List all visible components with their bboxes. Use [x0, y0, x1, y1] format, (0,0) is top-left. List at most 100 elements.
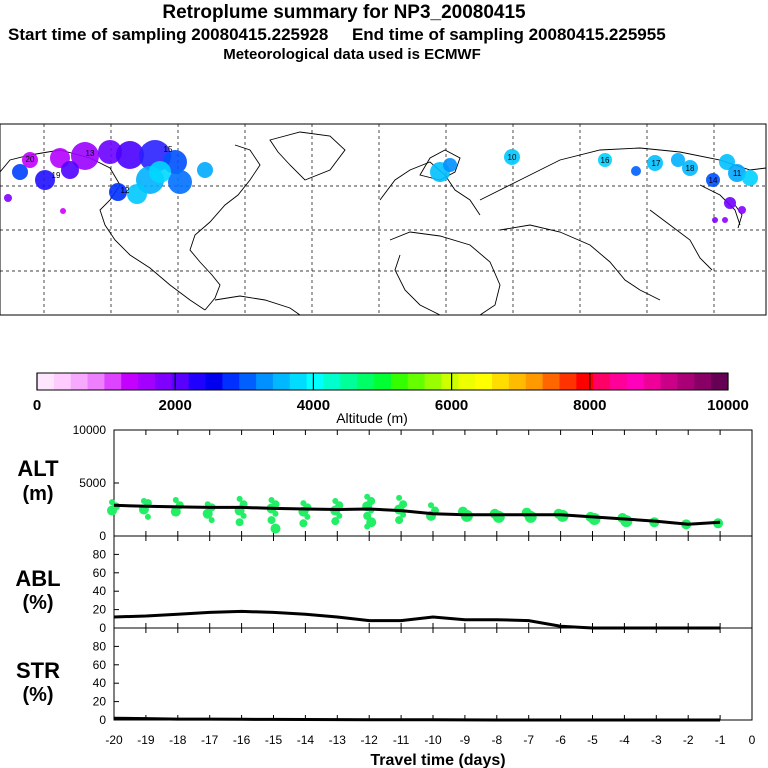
- panel-abl: 80 60 40 20 0 ABL(%): [15, 535, 753, 635]
- colorbar-swatch: [390, 373, 409, 390]
- alt-cluster-point: [235, 518, 244, 527]
- colorbar-swatch: [289, 373, 308, 390]
- map-cluster-label: 17: [652, 159, 661, 168]
- series-line: [113, 609, 721, 630]
- colorbar-swatch: [610, 373, 628, 390]
- y-tick-label: 40: [93, 584, 107, 598]
- map-coastline: [269, 131, 346, 181]
- colorbar-swatch: [340, 373, 358, 390]
- colorbar-swatch: [205, 373, 223, 390]
- map-coastline: [394, 254, 441, 316]
- colorbar-swatch: [576, 373, 594, 390]
- alt-cluster-point: [588, 513, 601, 526]
- colorbar-swatch: [70, 373, 88, 390]
- colorbar-swatch: [441, 373, 459, 390]
- colorbar-swatch: [694, 373, 712, 390]
- altitude-colorbar: 0 2000 4000 6000 8000 10000: [33, 372, 749, 414]
- map-plume-marker: [443, 158, 457, 172]
- colorbar-tick-label: 2000: [159, 397, 192, 414]
- x-tick-label: -1: [715, 733, 726, 747]
- colorbar-swatch: [222, 373, 240, 390]
- y-tick-label: 20: [93, 603, 107, 617]
- colorbar-swatch: [643, 373, 661, 390]
- colorbar-swatch: [559, 373, 577, 390]
- y-tick-label: 0: [99, 529, 106, 543]
- y-tick-label: 80: [93, 639, 107, 653]
- panel-alt: 10000 5000 0 ALT(m): [17, 423, 753, 543]
- panel-unit: (%): [22, 592, 53, 614]
- sampling-time-line: Start time of sampling 20080415.225928 E…: [8, 25, 666, 44]
- plot-title: Retroplume summary for NP3_20080415: [162, 2, 526, 23]
- y-tick-label: 60: [93, 658, 107, 672]
- x-tick-label: -4: [619, 733, 630, 747]
- x-tick-label: -18: [169, 733, 187, 747]
- alt-cluster-point: [336, 512, 343, 519]
- alt-cluster-point: [202, 508, 213, 519]
- map-plume-marker: [724, 197, 736, 209]
- colorbar-swatch: [306, 373, 324, 390]
- alt-cluster-point: [107, 505, 117, 516]
- x-tick-label: -13: [329, 733, 347, 747]
- x-tick-label: -15: [265, 733, 283, 747]
- x-tick-label: -20: [105, 733, 123, 747]
- colorbar-swatch: [492, 373, 510, 390]
- alt-cluster-point: [170, 506, 181, 517]
- colorbar-tick-label: 10000: [707, 397, 749, 414]
- x-tick-label: -7: [523, 733, 534, 747]
- y-tick-label: 60: [93, 566, 107, 580]
- panel-frame: [113, 535, 753, 629]
- colorbar-swatch: [138, 373, 156, 390]
- map-plume-marker: [116, 141, 144, 169]
- map-plume-marker: [738, 206, 746, 214]
- x-tick-label: -5: [587, 733, 598, 747]
- alt-cluster-point: [172, 496, 179, 503]
- alt-cluster-point: [492, 510, 505, 523]
- colorbar-swatch: [542, 373, 560, 390]
- map-plume-marker: [4, 194, 12, 202]
- map-plume-marker: [647, 155, 663, 171]
- colorbar-swatch: [154, 373, 173, 390]
- y-tick-label: 0: [99, 713, 106, 727]
- map-cluster-label: 12: [121, 186, 130, 195]
- map-plume-marker: [22, 152, 38, 168]
- alt-cluster-point: [524, 510, 537, 523]
- map-plume-marker: [682, 160, 698, 176]
- series-line: [113, 716, 721, 722]
- met-data-line: Meteorological data used is ECMWF: [223, 46, 481, 63]
- map-coastline: [649, 209, 713, 271]
- map-cluster-label: 18: [686, 164, 695, 173]
- colorbar-swatch: [407, 373, 426, 390]
- map-coastline: [734, 204, 743, 229]
- map-plume-marker: [598, 153, 612, 167]
- alt-cluster-point: [304, 513, 311, 520]
- map-cluster-label: 16: [601, 156, 610, 165]
- alt-cluster-point: [267, 516, 276, 525]
- colorbar-swatch: [357, 373, 375, 390]
- colorbar-tick-label: 8000: [573, 397, 606, 414]
- colorbar-swatch: [37, 373, 55, 390]
- alt-cluster-point: [240, 512, 247, 519]
- x-tick-label: 0: [749, 733, 756, 747]
- colorbar-swatch: [626, 373, 645, 390]
- map-plume-markers: 19 13 15 16 17 18 14 11 12 10 20: [4, 140, 758, 223]
- y-tick-label: 10000: [73, 423, 107, 437]
- colorbar-swatch: [660, 373, 678, 390]
- map-cluster-label: 14: [709, 176, 718, 185]
- x-tick-label: -19: [137, 733, 155, 747]
- map-plume-marker: [712, 217, 718, 223]
- colorbar-swatch: [711, 373, 729, 390]
- colorbar-swatch: [593, 373, 611, 390]
- panel-unit: (m): [22, 483, 53, 505]
- map-plume-marker: [631, 166, 641, 176]
- panel-label: STR: [16, 658, 60, 683]
- map-plume-marker: [127, 184, 147, 204]
- x-tick-label: -11: [393, 733, 410, 747]
- x-tick-label: -17: [201, 733, 219, 747]
- colorbar-tick-label: 4000: [297, 397, 330, 414]
- alt-cluster-point: [270, 523, 281, 534]
- colorbar-swatch: [171, 373, 190, 390]
- map-plume-marker: [109, 183, 127, 201]
- colorbar-swatch: [323, 373, 341, 390]
